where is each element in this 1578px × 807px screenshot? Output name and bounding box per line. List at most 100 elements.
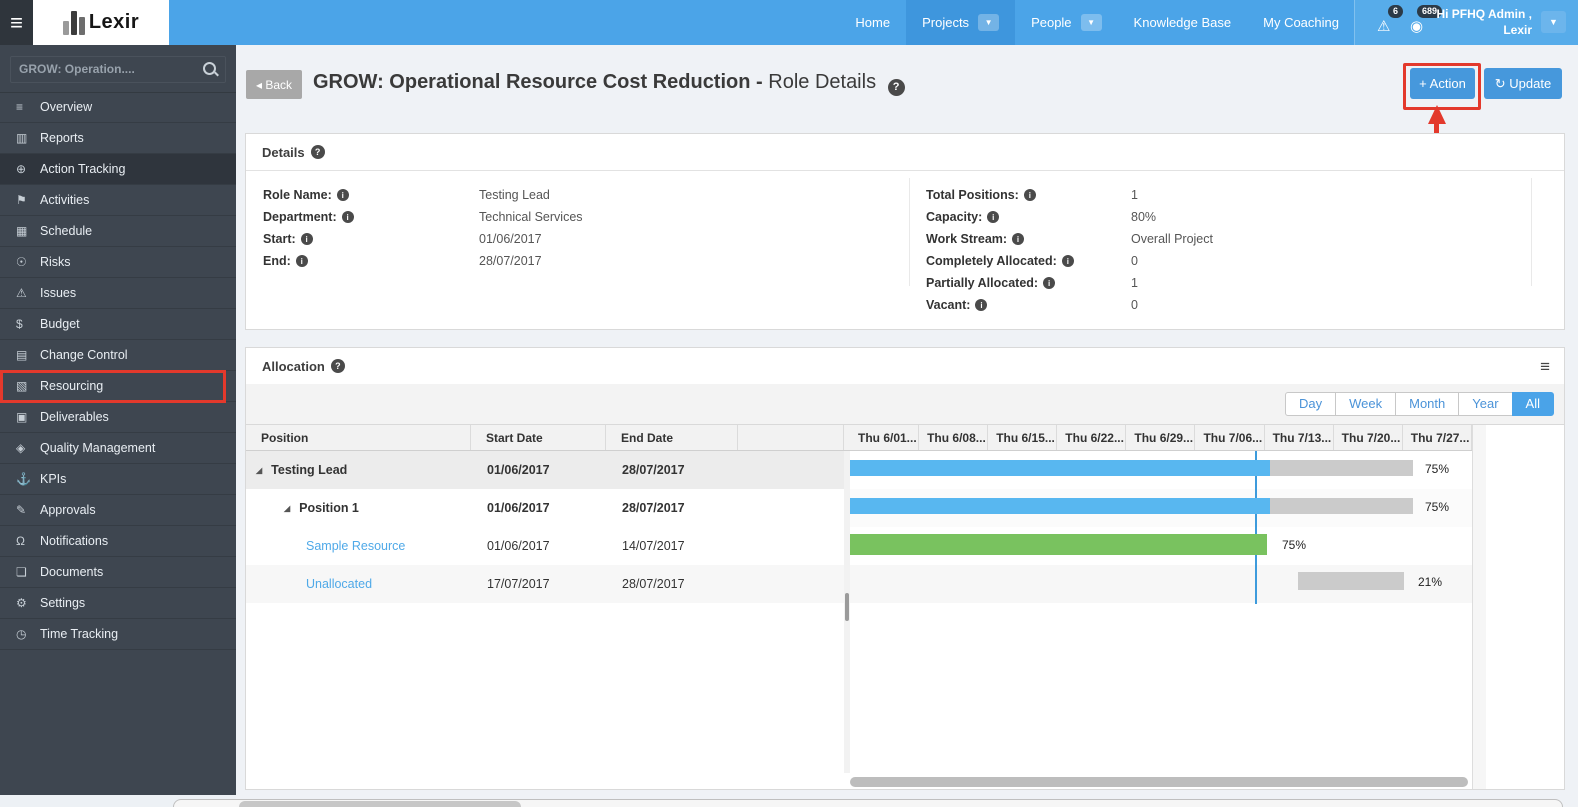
sidebar-item-activities[interactable]: ⚑ Activities — [0, 185, 236, 216]
view-button-all[interactable]: All — [1511, 392, 1554, 416]
schedule-icon: ▦ — [16, 224, 28, 238]
allocation-menu-icon[interactable]: ≡ — [1540, 357, 1550, 376]
sidebar-item-label: Quality Management — [40, 441, 156, 455]
info-icon[interactable]: i — [975, 299, 988, 311]
warning-icon[interactable]: ⚠ — [1377, 18, 1391, 35]
details-row-end: End: i 28/07/2017 — [263, 250, 583, 272]
details-value: Testing Lead — [479, 188, 550, 202]
position-link[interactable]: Unallocated — [306, 577, 373, 591]
sidebar-item-label: Approvals — [40, 503, 96, 517]
nav-item-projects[interactable]: Projects ▼ — [906, 0, 1016, 45]
view-button-month[interactable]: Month — [1395, 392, 1460, 416]
details-help-icon[interactable]: ? — [310, 145, 325, 159]
gantt-bar-row1-seg2 — [1270, 460, 1413, 476]
info-icon[interactable]: i — [1043, 277, 1056, 289]
details-label-text: Department: — [263, 210, 337, 224]
change-control-icon: ▤ — [16, 348, 28, 362]
hamburger-menu-icon[interactable]: ≡ — [0, 0, 33, 45]
search-icon[interactable] — [203, 62, 216, 75]
sidebar-item-deliverables[interactable]: ▣ Deliverables — [0, 402, 236, 433]
today-line — [1255, 451, 1257, 604]
nav-item-my-coaching[interactable]: My Coaching — [1247, 0, 1355, 45]
nav-item-label: Knowledge Base — [1133, 15, 1232, 30]
sidebar-item-budget[interactable]: $ Budget — [0, 309, 236, 340]
sidebar: GROW: Operation.... ≡ Overview ▥ Reports ⊕ Ac… — [0, 45, 236, 795]
sidebar-item-notifications[interactable]: Ω Notifications — [0, 526, 236, 557]
sidebar-item-label: Risks — [40, 255, 71, 269]
info-icon[interactable]: i — [341, 211, 354, 223]
details-label-text: Completely Allocated: — [926, 254, 1057, 268]
help-icon[interactable]: ◉ — [1410, 18, 1424, 35]
info-icon[interactable]: i — [1023, 189, 1036, 201]
info-icon[interactable]: i — [295, 255, 308, 267]
sidebar-item-action-tracking[interactable]: ⊕ Action Tracking — [0, 154, 236, 185]
sidebar-item-approvals[interactable]: ✎ Approvals — [0, 495, 236, 526]
details-value: 28/07/2017 — [479, 254, 542, 268]
nav-item-label: My Coaching — [1263, 15, 1339, 30]
column-header-position: Position — [246, 425, 471, 450]
allocation-toolbar: Day Week Month Year All — [246, 384, 1564, 425]
cell-end-date: 28/07/2017 — [622, 463, 685, 477]
warning-badge: 6 — [1388, 5, 1404, 18]
sidebar-item-documents[interactable]: ❏ Documents — [0, 557, 236, 588]
allocation-help-icon[interactable]: ? — [330, 359, 345, 373]
top-nav: ≡ Lexir Home Projects ▼ People ▼ Knowledge Ba… — [0, 0, 1578, 45]
page-horizontal-scrollbar[interactable] — [173, 799, 1563, 807]
info-icon[interactable]: i — [1012, 233, 1025, 245]
timeline-header-1: Thu 6/01... — [850, 425, 920, 450]
sidebar-item-time-tracking[interactable]: ◷ Time Tracking — [0, 619, 236, 650]
view-button-week[interactable]: Week — [1335, 392, 1397, 416]
app-logo[interactable]: Lexir — [33, 0, 169, 45]
timeline-header-5: Thu 6/29... — [1126, 425, 1196, 450]
gantt-bar-row1-seg1 — [850, 460, 1270, 476]
sidebar-item-quality-management[interactable]: ◈ Quality Management — [0, 433, 236, 464]
reports-icon: ▥ — [16, 131, 28, 145]
position-link[interactable]: Sample Resource — [306, 539, 406, 553]
sidebar-item-schedule[interactable]: ▦ Schedule — [0, 216, 236, 247]
sidebar-item-overview[interactable]: ≡ Overview — [0, 92, 236, 123]
chevron-down-icon[interactable]: ▼ — [1080, 14, 1102, 31]
info-icon[interactable]: i — [987, 211, 1000, 223]
sidebar-item-resourcing[interactable]: ▧ Resourcing — [0, 371, 236, 402]
expand-caret-icon[interactable]: ◢ — [256, 465, 263, 475]
nav-item-people[interactable]: People ▼ — [1015, 0, 1117, 45]
sidebar-item-risks[interactable]: ☉ Risks — [0, 247, 236, 278]
details-panel-header: Details ? — [246, 134, 1564, 171]
chevron-down-icon[interactable]: ▼ — [978, 14, 1000, 31]
gantt-horizontal-scrollbar[interactable] — [850, 777, 1468, 787]
details-label: Work Stream: i — [926, 232, 1131, 246]
details-value: 01/06/2017 — [479, 232, 542, 246]
page-horizontal-scrollbar-thumb[interactable] — [239, 801, 521, 807]
action-tracking-icon: ⊕ — [16, 162, 27, 176]
sidebar-item-kpis[interactable]: ⚓ KPIs — [0, 464, 236, 495]
info-icon[interactable]: i — [336, 189, 349, 201]
view-button-day[interactable]: Day — [1285, 392, 1337, 416]
user-menu-caret[interactable]: ▼ — [1541, 11, 1566, 33]
grid-vertical-scrollbar-thumb[interactable] — [845, 593, 849, 621]
gantt-bar-row3-seg1 — [850, 534, 1267, 555]
update-button[interactable]: ↻ Update — [1484, 68, 1562, 99]
logo-buildings-icon — [62, 10, 85, 35]
user-greeting: Hi PFHQ Admin , Lexir — [1436, 6, 1532, 38]
expand-caret-icon[interactable]: ◢ — [284, 503, 291, 513]
cell-end-date: 28/07/2017 — [622, 501, 685, 515]
sidebar-search-row: GROW: Operation.... — [0, 45, 236, 93]
action-button[interactable]: + Action — [1410, 68, 1475, 99]
project-search-input[interactable]: GROW: Operation.... — [10, 56, 226, 83]
sidebar-item-settings[interactable]: ⚙ Settings — [0, 588, 236, 619]
quality-management-icon: ◈ — [16, 441, 26, 455]
nav-item-home[interactable]: Home — [839, 0, 906, 45]
project-search-value: GROW: Operation.... — [19, 62, 135, 76]
page-help-icon[interactable]: ? — [887, 78, 905, 96]
back-button[interactable]: ◂ Back — [246, 70, 302, 99]
sidebar-item-issues[interactable]: ⚠ Issues — [0, 278, 236, 309]
sidebar-item-label: Deliverables — [40, 410, 109, 424]
grid-vertical-scrollbar[interactable] — [844, 451, 850, 773]
details-label-text: End: — [263, 254, 291, 268]
sidebar-item-change-control[interactable]: ▤ Change Control — [0, 340, 236, 371]
sidebar-item-reports[interactable]: ▥ Reports — [0, 123, 236, 154]
nav-item-knowledge-base[interactable]: Knowledge Base — [1118, 0, 1248, 45]
info-icon[interactable]: i — [300, 233, 313, 245]
info-icon[interactable]: i — [1061, 255, 1074, 267]
view-button-year[interactable]: Year — [1458, 392, 1513, 416]
